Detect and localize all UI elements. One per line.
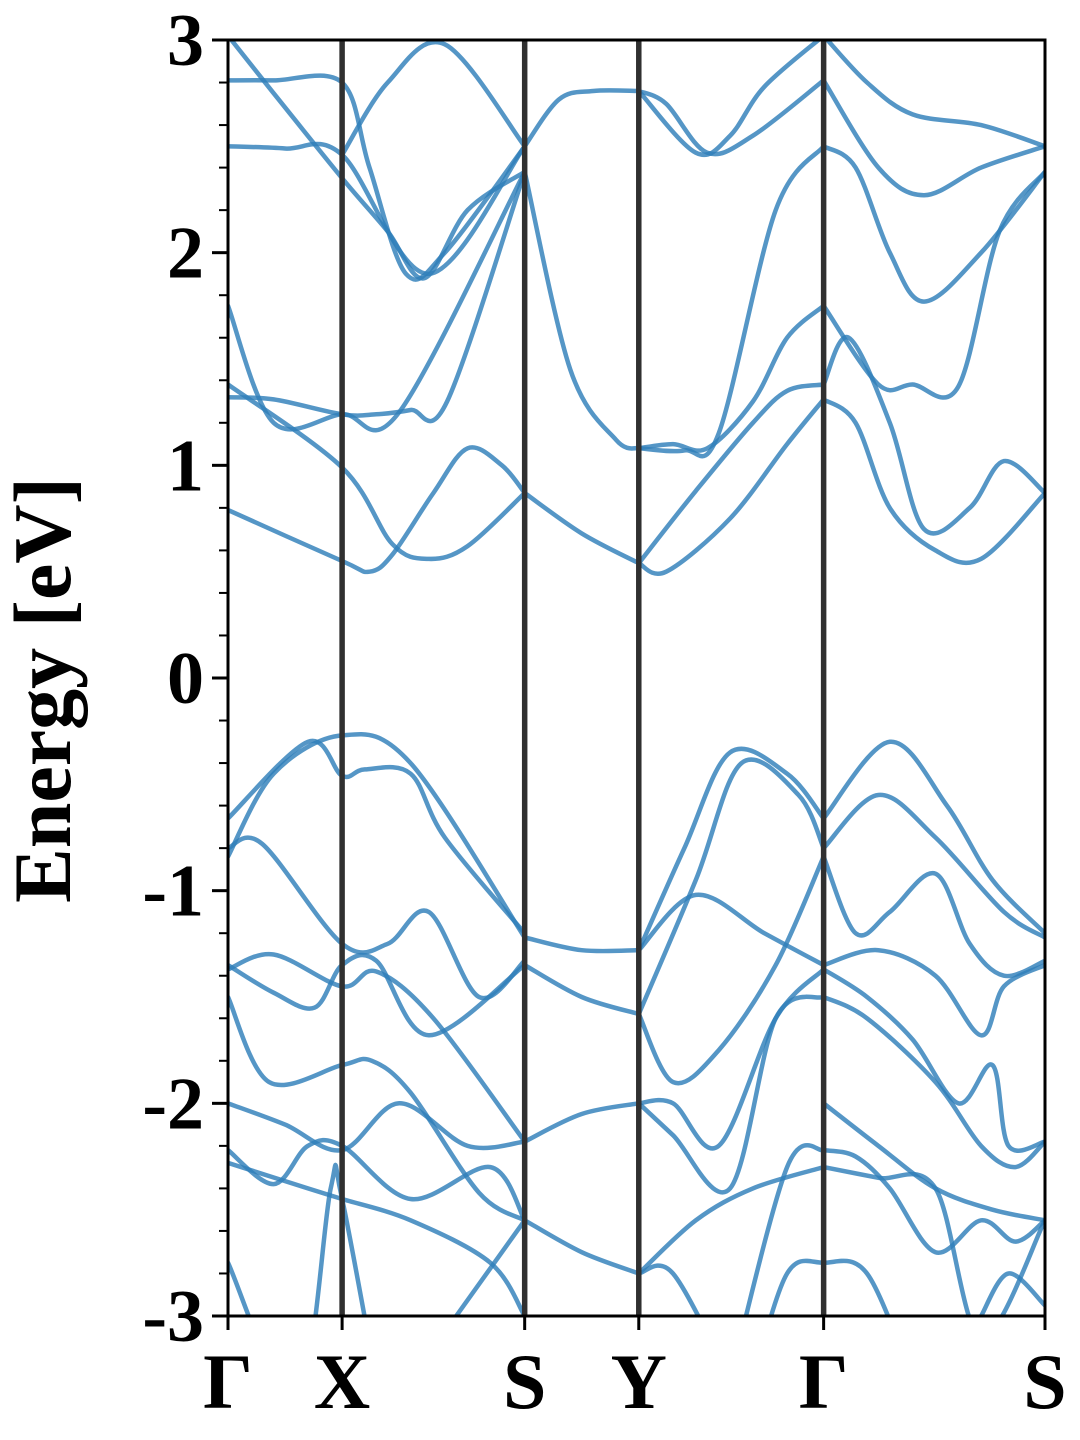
band-line-15 bbox=[636, 144, 826, 459]
band-line-49 bbox=[821, 739, 1045, 936]
band-line-17 bbox=[636, 397, 826, 576]
band-line-34 bbox=[453, 1218, 527, 1316]
band-line-24 bbox=[228, 738, 527, 936]
band-line-31 bbox=[228, 1137, 527, 1223]
y-tick-label: 0 bbox=[167, 638, 204, 720]
band-line-10 bbox=[522, 169, 642, 451]
band-line-35 bbox=[522, 935, 642, 954]
band-lines bbox=[228, 40, 1045, 1316]
band-line-40 bbox=[636, 746, 826, 953]
k-point-label-5: Γ bbox=[799, 1338, 849, 1425]
band-line-11 bbox=[522, 490, 642, 566]
band-line-42 bbox=[636, 854, 826, 1086]
k-point-label-3: S bbox=[503, 1338, 546, 1425]
band-line-7 bbox=[228, 40, 527, 281]
y-tick-label: -3 bbox=[142, 1276, 204, 1358]
band-line-8 bbox=[339, 40, 527, 158]
band-line-51 bbox=[821, 854, 1045, 979]
band-line-57 bbox=[821, 1164, 1045, 1316]
y-tick-label: 2 bbox=[167, 213, 204, 295]
band-line-16 bbox=[636, 382, 826, 566]
band-line-6 bbox=[228, 73, 527, 282]
band-line-37 bbox=[522, 1101, 642, 1144]
band-line-21 bbox=[821, 169, 1045, 400]
k-point-label-6: S bbox=[1023, 1338, 1066, 1425]
band-line-19 bbox=[821, 78, 1045, 198]
band-line-13 bbox=[636, 40, 822, 158]
band-line-29 bbox=[228, 994, 527, 1223]
band-line-53 bbox=[821, 967, 1045, 1153]
band-line-47 bbox=[743, 1143, 826, 1316]
band-line-22 bbox=[821, 335, 1045, 536]
band-line-12 bbox=[636, 78, 826, 157]
band-line-39 bbox=[636, 892, 826, 968]
band-line-5 bbox=[228, 141, 527, 277]
high-symmetry-lines bbox=[339, 40, 827, 1316]
band-line-20 bbox=[821, 144, 1045, 304]
band-line-28 bbox=[228, 951, 527, 1144]
band-line-14 bbox=[636, 303, 826, 453]
band-line-36 bbox=[522, 962, 642, 1017]
y-tick-label: 1 bbox=[167, 425, 204, 507]
y-tick-label: 3 bbox=[167, 0, 204, 82]
band-line-9 bbox=[522, 88, 642, 149]
band-line-4 bbox=[228, 169, 527, 424]
band-line-46 bbox=[636, 1263, 701, 1316]
band-line-25 bbox=[228, 731, 527, 940]
band-line-23 bbox=[821, 397, 1045, 566]
band-line-38 bbox=[522, 1218, 642, 1276]
y-axis-ticks: 3 2 1 0 -1 -2 -3 bbox=[142, 0, 228, 1358]
k-point-label-1: Γ bbox=[203, 1338, 253, 1425]
band-line-45 bbox=[636, 1164, 826, 1276]
y-tick-label: -1 bbox=[142, 851, 204, 933]
band-line-54 bbox=[821, 994, 1045, 1170]
k-point-label-4: Y bbox=[611, 1338, 667, 1425]
band-line-1 bbox=[228, 445, 527, 575]
band-line-33 bbox=[228, 1162, 367, 1316]
y-tick-label: -2 bbox=[142, 1063, 204, 1145]
band-line-55 bbox=[821, 1101, 1045, 1223]
band-line-18 bbox=[824, 40, 1045, 149]
k-point-label-2: X bbox=[314, 1338, 370, 1425]
band-line-2 bbox=[228, 382, 527, 562]
band-line-30 bbox=[228, 1101, 527, 1153]
band-line-50 bbox=[821, 792, 1045, 940]
band-line-41 bbox=[636, 757, 826, 1017]
y-axis-label: Energy [eV] bbox=[0, 477, 88, 903]
band-line-52 bbox=[821, 947, 1045, 1038]
band-line-26 bbox=[228, 835, 527, 1001]
band-line-32 bbox=[228, 1160, 527, 1316]
band-line-58 bbox=[978, 1271, 1045, 1316]
band-line-56 bbox=[821, 1147, 1045, 1255]
band-line-44 bbox=[636, 994, 826, 1195]
